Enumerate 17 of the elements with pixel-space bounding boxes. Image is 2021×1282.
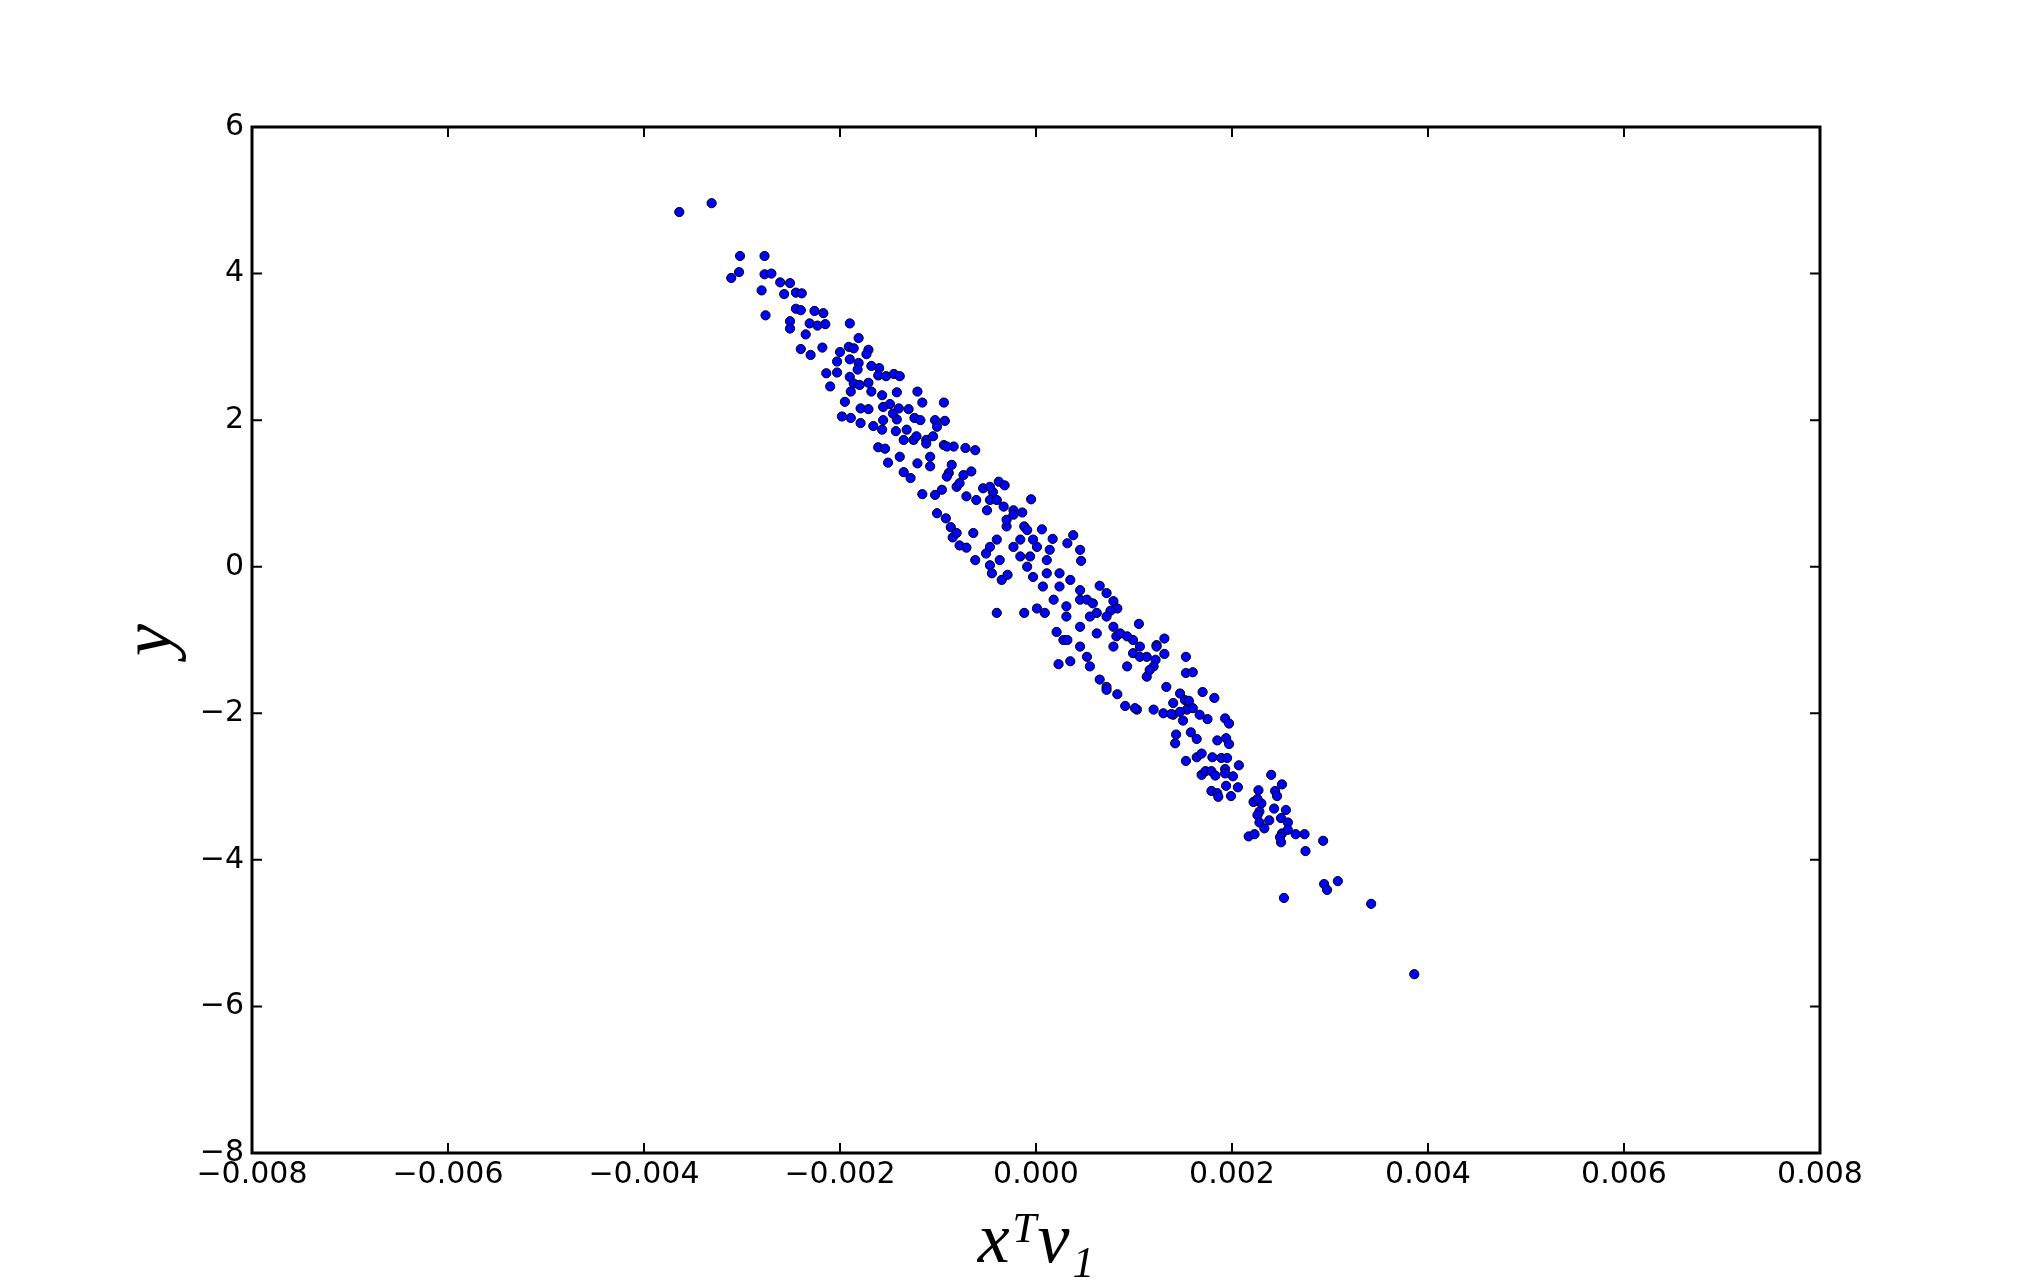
- y-tick-label: 6: [224, 106, 244, 142]
- x-tick-label: −0.002: [784, 1154, 896, 1190]
- x-tick-label: 0.006: [1581, 1154, 1667, 1190]
- x-axis-title: xᵀv₁: [976, 1198, 1095, 1278]
- y-tick-label: −6: [199, 986, 244, 1022]
- x-tick-label: 0.004: [1385, 1154, 1471, 1190]
- x-tick-label: −0.006: [392, 1154, 504, 1190]
- y-axis-title: y: [107, 623, 187, 663]
- y-tick-label: 0: [224, 546, 244, 582]
- y-tick-label: 2: [224, 399, 244, 435]
- x-tick-label: 0.002: [1189, 1154, 1275, 1190]
- y-tick-label: −2: [199, 693, 244, 729]
- x-tick-label: 0.000: [993, 1154, 1079, 1190]
- x-tick-label: −0.004: [588, 1154, 700, 1190]
- x-tick-label: 0.008: [1777, 1154, 1863, 1190]
- y-tick-label: −4: [199, 839, 244, 875]
- y-tick-label: 4: [224, 253, 244, 289]
